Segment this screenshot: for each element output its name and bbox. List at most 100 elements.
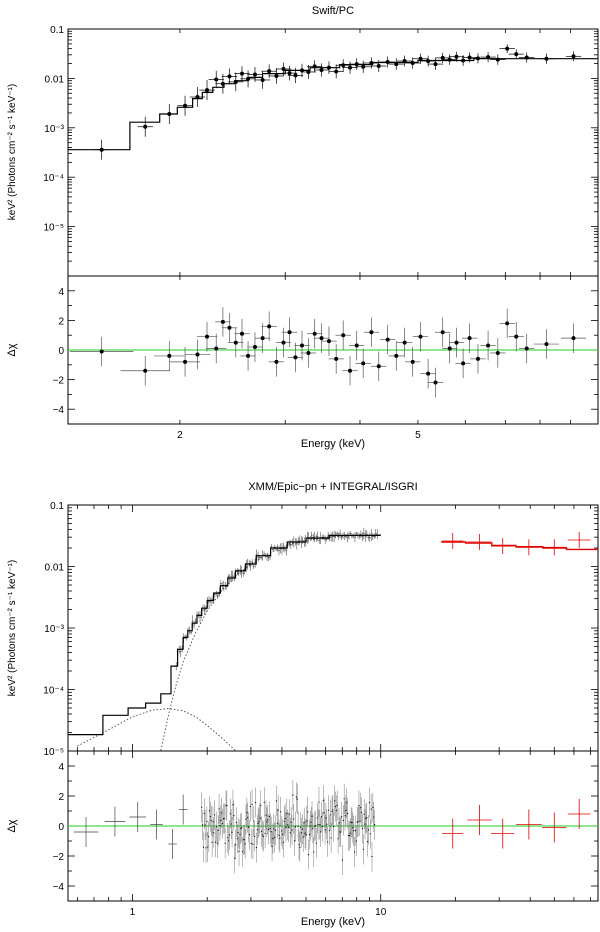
pn-residual-dense-133: [316, 802, 318, 833]
pn-residual-dense-115: [301, 817, 303, 848]
pn-point-126: [362, 527, 365, 540]
pn-point-130: [368, 532, 371, 543]
pn-residual-dense-194: [369, 818, 371, 849]
pn-residual-dense-40: [235, 807, 238, 838]
swift-point-35: [412, 53, 429, 64]
swift-ylabel: keV² (Photons cm⁻² s⁻¹ keV⁻¹): [7, 84, 18, 220]
swift-residual-41: [455, 348, 471, 379]
swift-point-49: [538, 53, 555, 64]
swift-spectrum-panel: 0.1 0.01 10⁻³ 10⁻⁴ 10⁻⁵: [43, 25, 599, 277]
pn-residual-dense-77: [267, 814, 270, 845]
swift-point-40: [448, 51, 465, 62]
pn-point-123: [358, 533, 361, 540]
pn-residual-dense-196: [371, 841, 373, 872]
isgri-point-1: [467, 534, 492, 551]
swift-residual-11: [240, 341, 256, 371]
swift-point-30: [371, 59, 387, 73]
pn-residual-dense-64: [256, 814, 258, 845]
swift-point-47: [508, 49, 524, 59]
pn-residual-dense-89: [278, 820, 280, 851]
pn-point-76: [288, 540, 291, 547]
pn-residual-dense-143: [325, 802, 327, 833]
pn-residual-dense-177: [354, 815, 357, 846]
pn-residual-dense-125: [309, 810, 311, 841]
pn-residual-dense-5: [205, 832, 207, 863]
xmm-spec-ylabel-0: 0.1: [50, 501, 64, 512]
swift-residual-1: [120, 355, 170, 386]
swift-residual-33: [396, 327, 413, 358]
pn-residual-dense-113: [299, 832, 301, 863]
swift-point-43: [470, 53, 486, 64]
pn-residual-dense-36: [232, 789, 234, 820]
pn-residual-dense-49: [243, 824, 245, 855]
pn-residual-dense-198: [373, 802, 375, 833]
pn-residual-dense-27: [224, 828, 226, 859]
pn-point-135: [376, 529, 379, 539]
pn-residual-dense-168: [347, 798, 349, 829]
xmm-xlabel-0: 1: [130, 907, 136, 918]
pn-residual-dense-13: [212, 806, 214, 837]
swift-point-31: [379, 56, 396, 68]
pn-residual-dense-61: [254, 821, 256, 852]
swift-residual-39: [442, 333, 458, 364]
pn-residual-dense-55: [248, 819, 251, 850]
pn-residual-dense-38: [234, 843, 236, 874]
swift-residual-10: [234, 318, 250, 349]
pn-residual-dense-150: [331, 796, 333, 827]
pn-residual-dense-160: [340, 817, 342, 848]
swift-residual-20: [300, 338, 317, 368]
pn-point-81: [295, 538, 298, 550]
swift-point-41: [455, 55, 471, 66]
pn-residual-dense-35: [231, 817, 233, 848]
pn-residual-dense-118: [303, 807, 305, 838]
swift-point-46: [499, 44, 515, 54]
pn-residual-dense-170: [348, 820, 350, 851]
pn-residual-dense-107: [294, 825, 296, 856]
swift-spectrum-yticks: 0.1 0.01 10⁻³ 10⁻⁴ 10⁻⁵: [43, 25, 598, 277]
pn-residual-dense-3: [203, 798, 205, 829]
pn-residual-dense-109: [295, 782, 297, 813]
pn-residual-dense-39: [234, 829, 237, 860]
pn-residual-dense-183: [360, 792, 362, 823]
pn-residual-dense-83: [273, 813, 275, 844]
pn-residual-dense-11: [210, 805, 212, 836]
pn-residual-dense-140: [322, 785, 324, 816]
pn-residual-dense-41: [236, 823, 238, 854]
pn-residual-dense-88: [277, 795, 279, 826]
pn-residual-dense-66: [258, 806, 260, 837]
pn-residual-5: [178, 794, 188, 825]
swift-residual-14: [261, 311, 277, 342]
pn-residual-dense-54: [247, 812, 250, 843]
pn-residual-dense-12: [211, 827, 213, 858]
swift-point-24: [328, 64, 344, 79]
swift-point-4: [189, 87, 206, 108]
swift-residual-13: [254, 323, 271, 353]
swift-residual-12: [247, 332, 263, 362]
pn-point-100: [324, 535, 327, 544]
pn-residual-dense-112: [298, 829, 300, 860]
pn-residual-dense-17: [215, 811, 218, 842]
pn-residual-dense-127: [311, 801, 313, 832]
pn-point-20: [204, 605, 207, 613]
pn-residual-dense-187: [363, 799, 365, 830]
swift-point-12: [247, 66, 263, 82]
pn-residual-dense-79: [269, 813, 271, 844]
pn-residual-1: [104, 806, 126, 837]
swift-point-27: [349, 58, 365, 70]
pn-residual-dense-154: [334, 791, 337, 822]
pn-residual-dense-2: [202, 832, 205, 863]
pn-point-71: [280, 543, 283, 555]
soft-component-line: [77, 708, 236, 751]
pn-residual-dense-60: [253, 806, 255, 837]
pn-residual-dense-75: [266, 806, 268, 837]
swift-residual-7: [215, 307, 231, 337]
swift-point-48: [519, 52, 535, 63]
swift-residual-49: [533, 329, 560, 359]
pn-residual-0: [73, 817, 99, 847]
pn-residual-dense-155: [335, 795, 337, 826]
swift-point-1: [137, 116, 153, 137]
pn-residual-dense-70: [261, 819, 264, 850]
pn-point-22: [207, 596, 210, 608]
pn-residual-dense-15: [214, 799, 216, 830]
isgri-point-5: [567, 531, 591, 548]
